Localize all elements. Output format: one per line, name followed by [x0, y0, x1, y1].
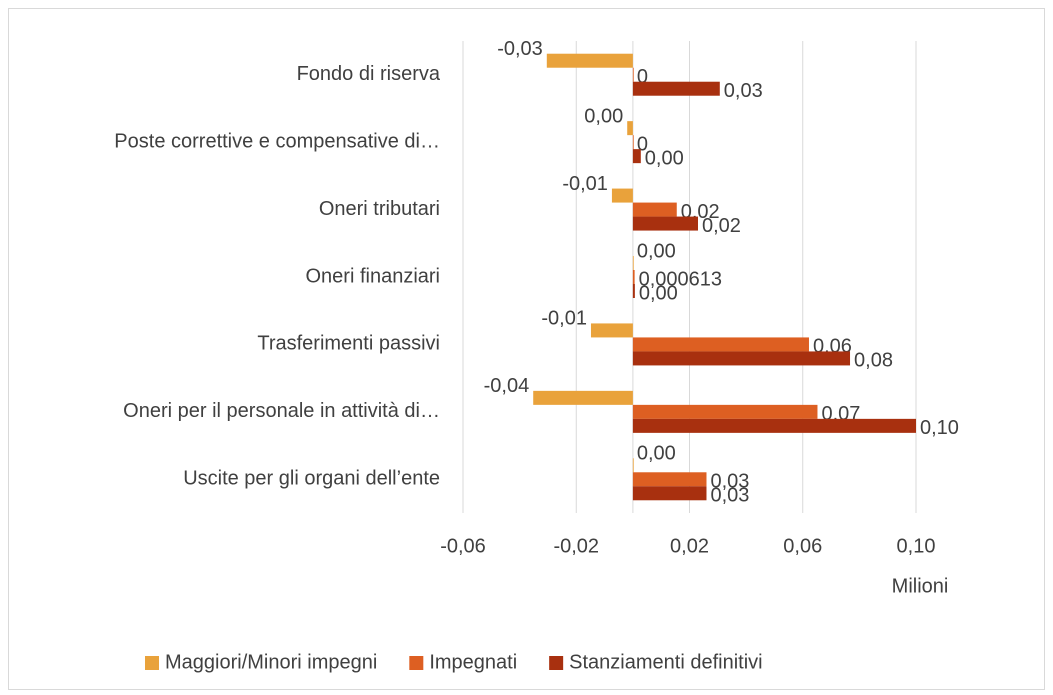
bar [590, 323, 633, 338]
data-label: 0,00 [637, 443, 676, 465]
category-label: Trasferimenti passivi [257, 333, 440, 355]
x-tick-label: 0,02 [670, 535, 709, 557]
bar [632, 256, 634, 270]
legend-label: Impegnati [429, 651, 517, 673]
data-label: -0,01 [541, 308, 587, 330]
x-tick-label: -0,02 [553, 535, 599, 557]
data-label: 0 [637, 66, 648, 88]
bar [632, 216, 698, 231]
category-label: Oneri finanziari [305, 265, 440, 287]
bar [632, 270, 635, 284]
bar [632, 135, 634, 150]
data-label: 0,08 [854, 350, 893, 372]
x-axis-label: Milioni [892, 575, 949, 597]
bar [632, 458, 634, 473]
category-label: Fondo di riserva [297, 63, 441, 85]
bar [533, 390, 633, 405]
data-label: 0,03 [710, 471, 749, 493]
data-label: 0,03 [724, 80, 763, 102]
data-label: 0,000613 [639, 268, 722, 290]
bar [632, 67, 634, 82]
bar [632, 202, 677, 217]
bar [632, 284, 635, 298]
category-label: Oneri tributari [319, 198, 440, 220]
data-label: 0,03 [710, 485, 749, 507]
data-label: 0,00 [584, 105, 623, 127]
bar [632, 418, 916, 433]
x-tick-label: 0,06 [783, 535, 822, 557]
legend-label: Stanziamenti definitivi [569, 651, 762, 673]
legend-swatch [145, 656, 159, 670]
data-label: 0,10 [920, 417, 959, 439]
data-label: -0,04 [484, 375, 530, 397]
category-label: Oneri per il personale in attività di… [123, 400, 440, 422]
data-label: -0,03 [497, 38, 543, 60]
data-label: 0 [637, 133, 648, 155]
chart-border [8, 8, 1045, 690]
bar [632, 351, 851, 366]
bar [632, 404, 818, 419]
data-label: 0,00 [645, 147, 684, 169]
bar [632, 149, 641, 164]
legend-swatch [549, 656, 564, 670]
data-label: -0,01 [562, 173, 608, 195]
data-label: 0,00 [637, 240, 676, 262]
bar [611, 188, 633, 203]
legend-swatch [409, 656, 424, 670]
data-label: 0,00 [639, 282, 678, 304]
bar [632, 472, 707, 487]
bar [546, 53, 633, 68]
category-label: Uscite per gli organi dell’ente [183, 468, 440, 490]
bar [632, 486, 707, 501]
bar [632, 337, 809, 352]
category-label: Poste correttive e compensative di… [114, 130, 440, 152]
legend-label: Maggiori/Minori impegni [165, 651, 377, 673]
data-label: 0,02 [702, 215, 741, 237]
bar [632, 81, 720, 96]
bar [627, 121, 633, 136]
x-tick-label: 0,10 [897, 535, 936, 557]
x-tick-label: -0,06 [440, 535, 486, 557]
